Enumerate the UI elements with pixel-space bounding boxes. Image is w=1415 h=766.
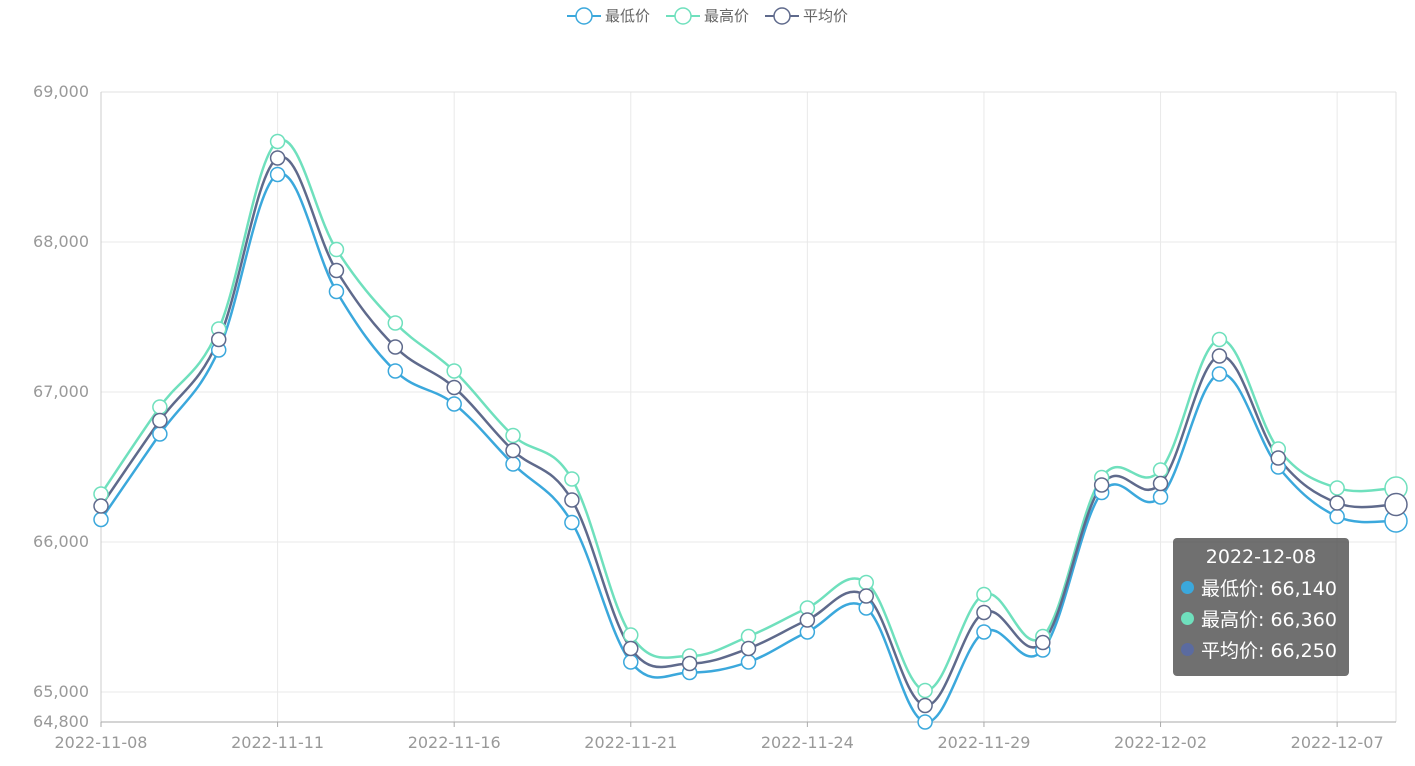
x-tick-label: 2022-11-08 <box>55 733 148 752</box>
data-point <box>1329 495 1345 511</box>
data-point <box>1384 492 1408 517</box>
data-point <box>446 379 462 396</box>
axes: 64,800 65,000 66,000 67,000 68,000 69,000 2022… <box>33 82 1396 752</box>
data-point <box>1152 489 1169 505</box>
x-tick-label: 2022-11-16 <box>408 733 501 752</box>
data-point <box>564 492 580 508</box>
data-point <box>740 640 757 657</box>
data-point <box>505 456 521 472</box>
y-tick-label: 64,800 <box>33 712 89 731</box>
data-point <box>505 442 521 459</box>
data-point <box>328 262 345 279</box>
data-point <box>858 574 874 591</box>
series-dot-icon <box>1181 643 1194 656</box>
data-point <box>740 654 757 670</box>
data-point <box>328 241 345 258</box>
x-tick-label: 2022-11-21 <box>584 733 677 752</box>
data-point <box>269 150 286 166</box>
data-point <box>1035 634 1051 651</box>
data-point <box>976 624 992 640</box>
legend-line-circle-icon <box>765 6 799 25</box>
data-point <box>681 655 698 672</box>
legend-label: 平均价 <box>803 7 849 25</box>
data-point <box>210 331 227 348</box>
data-point <box>917 682 933 699</box>
data-point <box>505 427 521 444</box>
x-tick-label: 2022-11-24 <box>761 733 854 752</box>
data-point <box>387 315 404 331</box>
legend-item-avg[interactable]: 平均价 <box>765 5 848 26</box>
legend-line-circle-icon <box>566 6 601 25</box>
legend-line-circle-icon <box>665 6 700 25</box>
tooltip-row-text: 平均价: 66,250 <box>1201 640 1337 662</box>
data-point <box>799 612 816 628</box>
data-point <box>1152 462 1169 478</box>
tooltip-row-max: 最高价: 66,360 <box>1181 603 1349 634</box>
data-point <box>1211 366 1228 382</box>
data-point <box>623 640 639 657</box>
data-point <box>152 426 168 442</box>
chart-tooltip: 2022-12-08 最低价: 66,140 最高价: 66,360 平均价: … <box>1173 538 1349 676</box>
legend-label: 最高价 <box>703 7 749 25</box>
data-point <box>1211 331 1228 348</box>
tooltip-row-avg: 平均价: 66,250 <box>1181 634 1349 665</box>
data-point <box>976 586 992 603</box>
data-point <box>976 604 992 621</box>
data-point <box>623 627 639 643</box>
y-tick-label: 65,000 <box>33 682 89 701</box>
data-point <box>1270 450 1287 466</box>
tooltip-row-text: 最高价: 66,360 <box>1201 609 1337 631</box>
data-point <box>387 339 404 355</box>
data-point <box>917 714 933 730</box>
tooltip-title: 2022-12-08 <box>1205 546 1317 568</box>
data-point <box>564 514 580 531</box>
data-point <box>623 654 639 670</box>
data-point <box>858 588 874 604</box>
legend-item-min[interactable]: 最低价 <box>566 5 650 26</box>
legend-label: 最低价 <box>604 7 650 25</box>
data-point <box>1329 480 1345 496</box>
y-tick-label: 69,000 <box>33 82 89 101</box>
data-point <box>1093 477 1110 493</box>
data-point <box>93 498 109 514</box>
tooltip-row-text: 最低价: 66,140 <box>1201 578 1337 600</box>
data-point <box>93 511 109 528</box>
data-points <box>93 133 1408 730</box>
legend: 最低价 最高价 平均价 <box>0 5 1415 26</box>
data-point <box>1152 475 1169 492</box>
y-tick-label: 66,000 <box>33 532 89 551</box>
tooltip-row-min: 最低价: 66,140 <box>1181 572 1349 603</box>
legend-item-max[interactable]: 最高价 <box>665 5 749 26</box>
data-point <box>152 399 168 415</box>
data-point <box>1329 508 1345 525</box>
x-tick-label: 2022-12-07 <box>1291 733 1384 752</box>
data-point <box>269 133 286 150</box>
x-tick-label: 2022-11-11 <box>231 733 324 752</box>
data-point <box>387 363 404 379</box>
series-dot-icon <box>1181 581 1194 594</box>
data-point <box>328 283 345 300</box>
data-point <box>564 471 580 487</box>
y-tick-label: 68,000 <box>33 232 89 251</box>
data-point <box>917 697 933 714</box>
data-point <box>269 166 286 183</box>
data-point <box>446 363 462 379</box>
x-tick-label: 2022-12-02 <box>1114 733 1207 752</box>
y-tick-label: 67,000 <box>33 382 89 401</box>
series-dot-icon <box>1181 612 1194 625</box>
data-point <box>1211 348 1228 364</box>
data-point <box>152 412 168 429</box>
data-point <box>446 396 462 412</box>
x-tick-label: 2022-11-29 <box>937 733 1030 752</box>
